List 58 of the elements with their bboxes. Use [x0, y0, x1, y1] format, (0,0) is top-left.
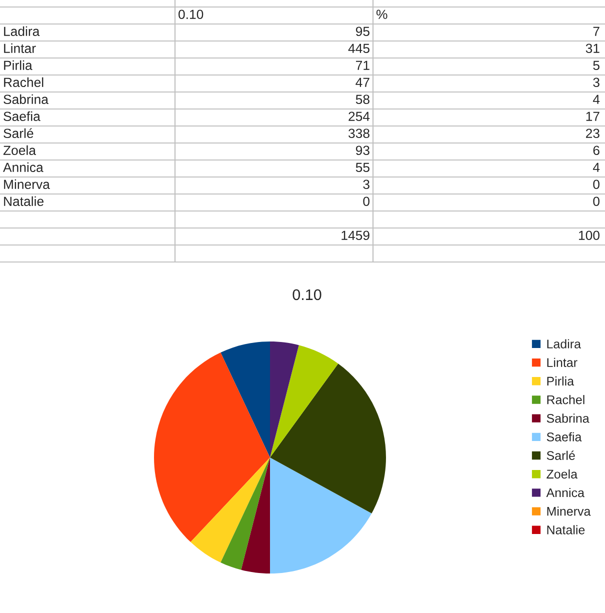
category-label: Sarlé	[4, 128, 34, 138]
category-label: Zoela	[3, 145, 36, 156]
chart-title: 0.10	[178, 10, 204, 20]
text: 3	[363, 180, 370, 190]
text: 55	[356, 162, 370, 172]
text: 5	[593, 60, 600, 70]
category-label: Natalie	[4, 196, 44, 206]
legend-label: Pirlia	[547, 376, 574, 386]
text: 254	[348, 112, 370, 122]
text: 95	[356, 26, 370, 36]
category-label: Pirlia	[4, 60, 32, 70]
text: 4	[592, 162, 600, 172]
text: 7	[593, 26, 600, 36]
text: 71	[356, 60, 370, 70]
text: 31	[586, 44, 600, 54]
legend-label: Minerva	[547, 506, 591, 516]
text: 338	[348, 128, 370, 138]
category-label: Ladira	[4, 26, 40, 36]
category-label: Annica	[3, 162, 44, 172]
pie-slice	[270, 345, 338, 458]
pie-slice	[241, 458, 270, 574]
pie-slice	[190, 458, 270, 562]
legend-label: Sabrina	[546, 414, 590, 423]
chart-title: 0.10	[292, 289, 322, 300]
legend-label: Saefia	[546, 432, 582, 442]
text: 6	[593, 146, 600, 156]
text: 100	[578, 230, 600, 240]
text: 23	[586, 128, 600, 138]
text: 0	[363, 196, 370, 206]
legend-label: Ladira	[547, 339, 581, 348]
category-label: Sabrina	[4, 94, 48, 104]
pie-slice	[220, 458, 270, 570]
category-label: Rachel	[4, 77, 44, 88]
legend-label: Natalie	[547, 525, 585, 534]
text: 4	[592, 94, 600, 104]
text: 0	[593, 196, 600, 206]
pie-slice	[270, 364, 386, 514]
category-label: Lintar	[4, 43, 36, 54]
text: %	[376, 10, 388, 19]
legend-label: Sarlé	[546, 450, 575, 460]
category-label: Minerva	[4, 179, 50, 190]
text: 17	[586, 112, 600, 121]
text: 0	[593, 180, 600, 190]
pie-slice	[270, 458, 372, 574]
pie-slice	[220, 342, 270, 458]
legend-label: Zoela	[546, 469, 578, 479]
text: 93	[356, 146, 370, 156]
legend-label: Annica	[546, 488, 584, 498]
legend-label: Lintar	[547, 358, 578, 368]
pie-slice	[154, 352, 270, 542]
text: 47	[356, 78, 370, 87]
category-label: Saefia	[4, 111, 40, 122]
text: 445	[348, 44, 370, 54]
text: 1459	[342, 230, 370, 240]
text: 3	[593, 78, 600, 88]
text: 58	[356, 94, 370, 104]
pie-slice	[270, 342, 299, 458]
legend-label: Rachel	[547, 395, 584, 404]
